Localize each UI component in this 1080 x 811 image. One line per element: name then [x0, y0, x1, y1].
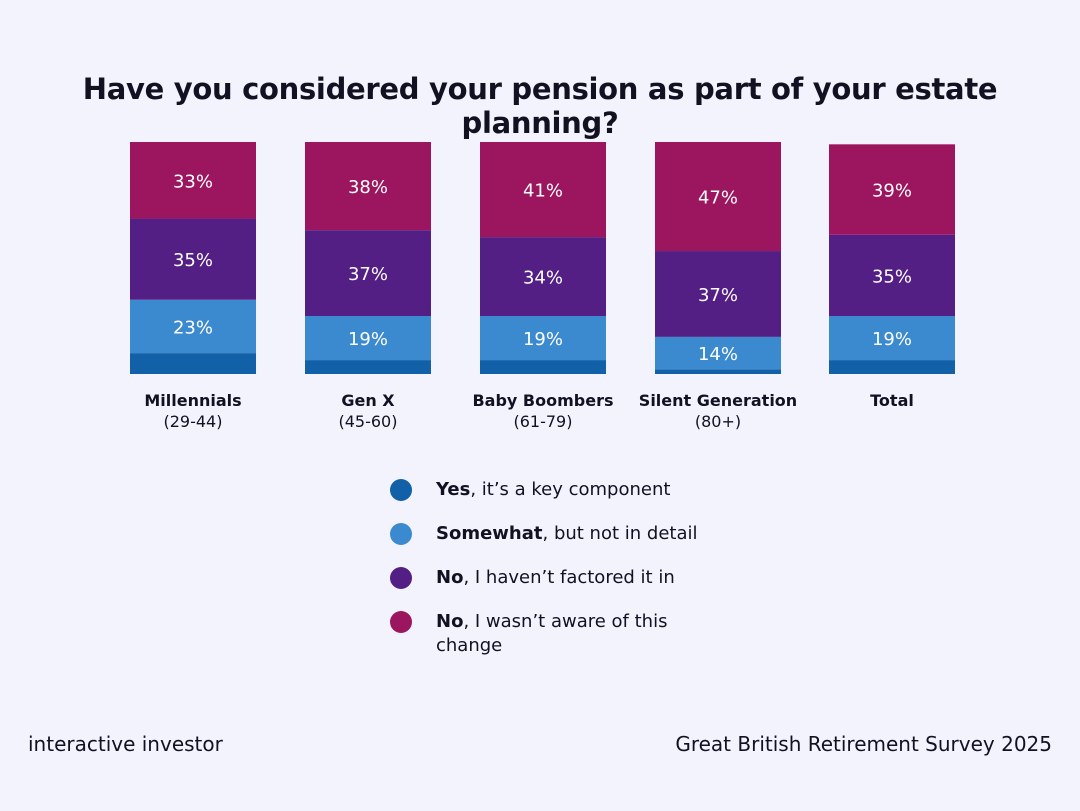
- stacked-bar-chart: 23% 35% 33% Millennials (29-44) 19% 37% 38% Gen …: [130, 142, 955, 431]
- bar-segment-somewhat: [130, 299, 256, 354]
- bar-segment-no-not-aware: [655, 142, 781, 252]
- legend-label: Yes, it’s a key component: [436, 479, 671, 500]
- data-label: 47%: [698, 188, 738, 209]
- bar-segment-no-not-aware: [480, 142, 606, 238]
- bar-segment-no-not-factored: [130, 218, 256, 300]
- legend-label: Somewhat, but not in detail: [436, 523, 698, 544]
- legend-swatch: [390, 567, 412, 589]
- legend-swatch: [390, 523, 412, 545]
- legend-item-no-not-factored: No, I haven’t factored it in: [390, 566, 730, 590]
- category-label: Gen X: [341, 391, 395, 410]
- legend-item-yes: Yes, it’s a key component: [390, 478, 730, 502]
- category-sublabel: (61-79): [514, 412, 573, 431]
- legend-label-bold: Somewhat: [436, 523, 543, 544]
- legend-swatch: [390, 479, 412, 501]
- data-label: 37%: [698, 285, 738, 306]
- legend-label: No, I wasn’t aware of this change: [436, 611, 668, 656]
- data-label: 19%: [523, 329, 563, 350]
- bar-segment-yes: [829, 360, 955, 374]
- data-label: 38%: [348, 177, 388, 198]
- data-label: 35%: [872, 266, 912, 287]
- category-label: Baby Boombers: [472, 391, 613, 410]
- category-sublabel: (29-44): [164, 412, 223, 431]
- data-label: 33%: [173, 171, 213, 192]
- category-sublabel: (80+): [695, 412, 741, 431]
- legend-item-no-not-aware: No, I wasn’t aware of this change: [390, 610, 730, 658]
- bar-segment-somewhat: [480, 316, 606, 361]
- legend-item-somewhat: Somewhat, but not in detail: [390, 522, 730, 546]
- data-label: 19%: [348, 329, 388, 350]
- bar-segment-no-not-factored: [305, 230, 431, 316]
- legend-label-bold: No: [436, 567, 464, 588]
- brand-name: interactive investor: [28, 732, 223, 756]
- legend-label-bold: Yes: [436, 479, 471, 500]
- chart-legend: Yes, it’s a key component Somewhat, but n…: [390, 478, 730, 678]
- bar-segment-somewhat: [829, 316, 955, 361]
- bar-segment-no-not-factored: [655, 251, 781, 337]
- data-label: 23%: [173, 317, 213, 338]
- category-label: Total: [870, 391, 914, 410]
- bar-segment-no-not-aware: [130, 142, 256, 219]
- legend-label: No, I haven’t factored it in: [436, 567, 675, 588]
- chart-title: Have you considered your pension as part…: [82, 72, 998, 140]
- data-label: 35%: [173, 250, 213, 271]
- bar-segment-no-not-aware: [829, 144, 955, 235]
- bar-segment-no-not-factored: [480, 237, 606, 316]
- category-label: Millennials: [144, 391, 241, 410]
- bar-segment-yes: [130, 353, 256, 374]
- category-sublabel: (45-60): [339, 412, 398, 431]
- bar-segment-somewhat: [305, 316, 431, 361]
- source-label: Great British Retirement Survey 2025: [675, 732, 1052, 756]
- bar-segment-yes: [480, 360, 606, 374]
- legend-label-bold: No: [436, 611, 464, 632]
- data-label: 37%: [348, 264, 388, 285]
- data-label: 41%: [523, 181, 563, 202]
- data-label: 34%: [523, 268, 563, 289]
- legend-swatch: [390, 611, 412, 633]
- data-label: 19%: [872, 329, 912, 350]
- data-label: 14%: [698, 344, 738, 365]
- category-label: Silent Generation: [639, 391, 797, 410]
- bar-segment-no-not-factored: [829, 234, 955, 316]
- bar-segment-somewhat: [655, 336, 781, 370]
- bar-segment-no-not-aware: [305, 142, 431, 231]
- data-label: 39%: [872, 181, 912, 202]
- bar-segment-yes: [655, 369, 781, 374]
- bar-segment-yes: [305, 360, 431, 374]
